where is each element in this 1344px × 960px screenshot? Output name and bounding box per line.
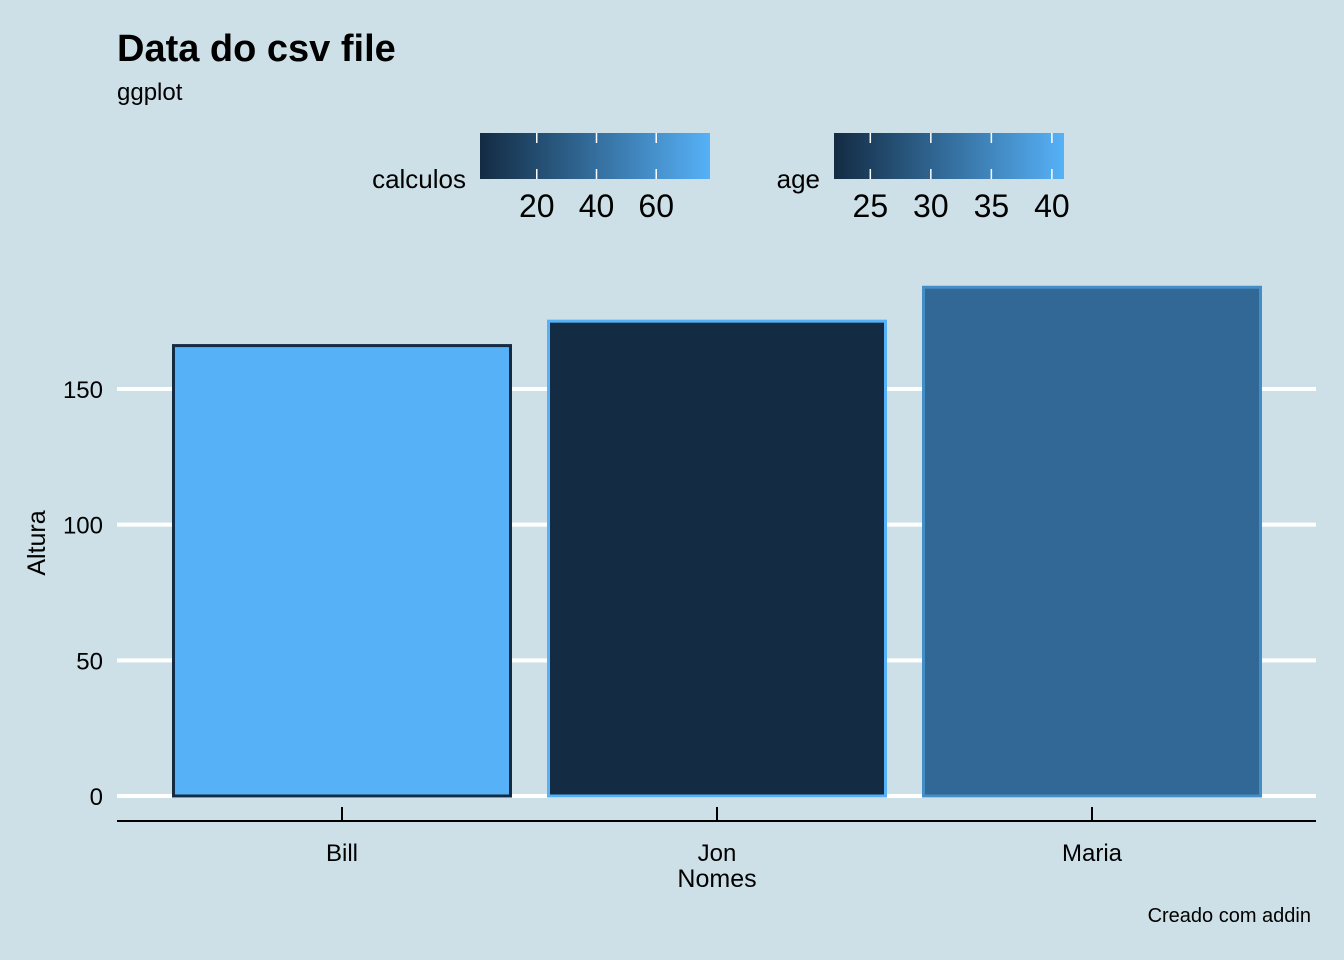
bar-bill (172, 344, 512, 798)
legend-age-tick-label-35: 35 (974, 188, 1010, 224)
y-tick-label-0: 0 (90, 784, 103, 811)
legend-calculos-title: calculos (372, 164, 466, 194)
legend-age-colorbar (834, 133, 1064, 179)
y-tick-label-50: 50 (76, 648, 103, 675)
y-axis-title: Altura (23, 510, 51, 575)
x-tick-label-jon: Jon (698, 840, 737, 867)
chart-caption: Creado com addin (1148, 905, 1311, 927)
x-axis-title: Nomes (677, 865, 756, 893)
y-tick-label-150: 150 (63, 377, 103, 404)
x-tick-label-bill: Bill (326, 840, 358, 867)
chart-title: Data do csv file (117, 28, 396, 70)
chart-subtitle: ggplot (117, 79, 183, 106)
legend-age-title: age (777, 164, 820, 194)
legend-age: age 25 30 35 40 (777, 133, 1070, 224)
y-tick-label-100: 100 (63, 513, 103, 540)
legend-age-tick-label-40: 40 (1034, 188, 1070, 224)
legend-age-tick-label-30: 30 (913, 188, 949, 224)
legend-calculos-tick-label-40: 40 (579, 188, 615, 224)
legend-calculos-tick-label-20: 20 (519, 188, 555, 224)
bar-maria (922, 285, 1262, 798)
x-tick-label-maria: Maria (1062, 840, 1123, 867)
legend-age-tick-label-25: 25 (853, 188, 889, 224)
legend-calculos: calculos 20 40 60 (372, 133, 710, 224)
legend-calculos-colorbar (480, 133, 710, 179)
legend-calculos-tick-label-60: 60 (638, 188, 674, 224)
bar-jon (547, 319, 887, 798)
